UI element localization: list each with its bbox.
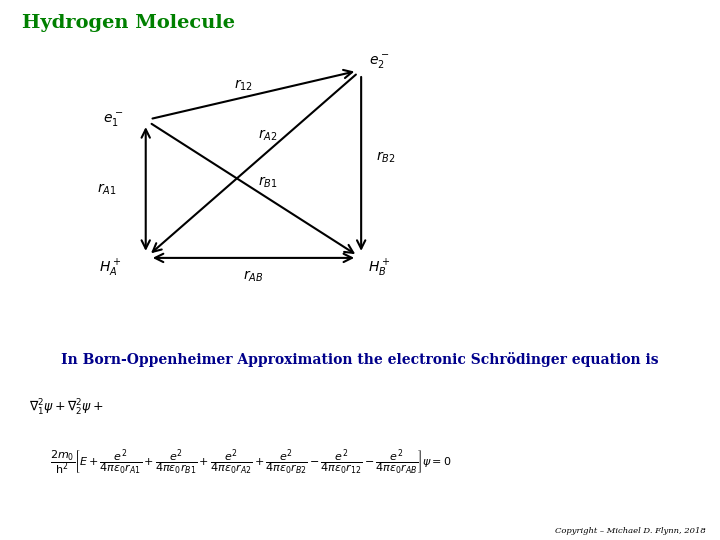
Text: $r_{A1}$: $r_{A1}$: [96, 181, 117, 197]
Text: $r_{12}$: $r_{12}$: [234, 78, 253, 93]
Text: $r_{B1}$: $r_{B1}$: [258, 175, 278, 191]
Text: $H_B^+$: $H_B^+$: [368, 258, 390, 279]
Text: $\nabla_1^2\psi + \nabla_2^2\psi +$: $\nabla_1^2\psi + \nabla_2^2\psi +$: [29, 397, 103, 418]
Text: $r_{AB}$: $r_{AB}$: [243, 269, 264, 285]
Text: In Born-Oppenheimer Approximation the electronic Schrödinger equation is: In Born-Oppenheimer Approximation the el…: [61, 352, 659, 367]
Text: $r_{B2}$: $r_{B2}$: [376, 150, 395, 165]
Text: Hydrogen Molecule: Hydrogen Molecule: [22, 14, 235, 31]
Text: $r_{A2}$: $r_{A2}$: [258, 128, 278, 144]
Text: $e_2^-$: $e_2^-$: [369, 53, 390, 71]
Text: $H_A^+$: $H_A^+$: [99, 258, 121, 279]
Text: $e_1^-$: $e_1^-$: [103, 111, 123, 129]
Text: Copyright – Michael D. Flynn, 2018: Copyright – Michael D. Flynn, 2018: [555, 526, 706, 535]
Text: $\dfrac{2m_0}{\mathrm{h}^2}\left[E + \dfrac{e^2}{4\pi\varepsilon_0 r_{A1}} + \df: $\dfrac{2m_0}{\mathrm{h}^2}\left[E + \df…: [50, 447, 452, 477]
